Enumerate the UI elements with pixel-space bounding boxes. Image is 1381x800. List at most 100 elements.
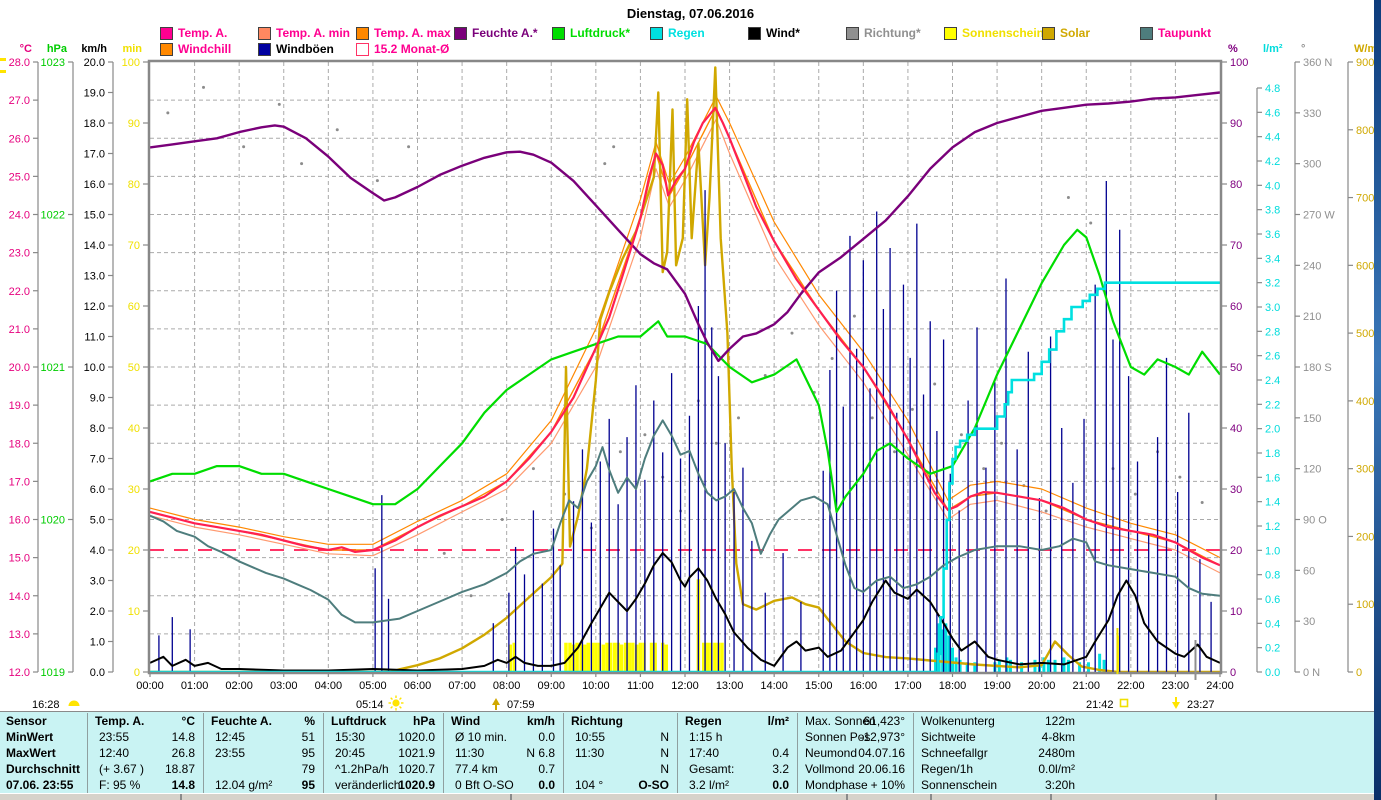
axis-tick-label: 30 [1303,616,1315,628]
axis-tick-label: 11.0 [84,332,105,344]
table-cell-time: veränderlich [335,778,401,792]
series-solar [150,66,1220,674]
axis-tick-label: 90 [128,118,140,130]
legend-color-box [1140,26,1153,40]
x-axis-label: 05:00 [359,680,387,692]
axis-tick-label: 210 [1303,311,1321,323]
legend-color-box [748,26,761,40]
series-wind [149,552,1221,672]
axis-tick-label: 2.0 [90,606,105,618]
axis-tick-label: 100 [122,57,140,69]
legend-item-windchill: Windchill [160,42,231,56]
table-column-unit: l/m² [767,714,789,728]
table-cell-value: 1020.9 [398,778,435,792]
axis-tick-label: 0 [1230,667,1236,679]
sun-marker-time: 23:27 [1187,699,1215,711]
bar-sonnenschein [627,642,632,672]
axis-tick-label: 20 [128,545,140,557]
axis-tick-label: 70 [1230,240,1242,252]
strip-divider [510,794,512,800]
axis-tick-label: 60 [1230,301,1242,313]
table-column-title: Temp. A. [95,714,145,728]
legend-color-box [846,26,859,40]
table-divider [323,713,324,793]
legend-item-regen: Regen [650,26,705,40]
dot-richtung [910,407,914,411]
axis-tick-label: 600 [1356,260,1374,272]
bar-sonnenschein [623,642,628,672]
axis-tick-label: 0.4 [1265,618,1280,630]
axis-watt [1347,61,1353,673]
table-column-title: Regen [685,714,722,728]
x-axis-label: 09:00 [537,680,565,692]
axis-unit-label: km/h [81,43,107,55]
dot-richtung [852,314,856,318]
x-axis-label: 15:00 [805,680,833,692]
axis-tick-label: 12.0 [84,301,105,313]
table-column-title: Wind [451,714,481,728]
axis-tick-label: 80 [128,179,140,191]
bar-regen_rate [1042,657,1046,672]
bar-regen_rate [965,662,969,672]
dot-richtung [1000,441,1004,445]
axis-tick-label: 3.8 [1265,205,1280,217]
moonset-arrow-icon [1172,702,1180,709]
axis-tick-label: 800 [1356,125,1374,137]
axis-tick-label: 10 [128,606,140,618]
legend-label: Taupunkt [1158,26,1212,40]
axis-tick-label: 3.6 [1265,229,1280,241]
axis-tick-label: 14.0 [9,591,30,603]
table-divider [677,713,678,793]
table-cell-time: 12:45 [215,730,246,744]
legend-item-wind-: Wind* [748,26,800,40]
table-row-label: 07.06. 23:55 [6,778,74,792]
x-axis-label: 24:00 [1206,680,1234,692]
x-axis-label: 13:00 [716,680,744,692]
axis-tick-label: 270 W [1303,210,1335,222]
dot-richtung [893,450,897,454]
sun-ray [399,706,402,709]
axis-tick-label: 300 [1356,464,1374,476]
axis-tick-label: 2.2 [1265,399,1280,411]
axis-tick-label: 10.0 [84,362,105,374]
axis-hpa [68,61,74,673]
axis-tick-label: 0 [1356,667,1362,679]
dot-richtung [335,128,339,132]
series-luftdruck [149,228,1221,513]
axis-unit-label: °C [20,43,32,55]
axis-tick-label: 50 [1230,362,1242,374]
axis-tick-label: 360 N [1303,57,1332,69]
strip-divider [1050,794,1052,800]
legend-label: Luftdruck* [570,26,630,40]
dot-richtung [407,145,411,149]
axis-tick-label: 23.0 [9,248,30,260]
table-cell-value: 51 [301,730,315,744]
info-label: Neumond [805,746,858,760]
dot-richtung [277,102,281,106]
bar-regen_rate [1046,659,1050,672]
axis-tick-label: 0 N [1303,667,1320,679]
moonrise-arrow-icon [492,698,500,705]
bar-sonnenschein [579,642,583,672]
table-cell-value: 95 [301,778,315,792]
legend-label: Windböen [276,42,334,56]
info-label: Vollmond [805,762,855,776]
x-axis-label: 11:00 [627,680,654,692]
dot-richtung [1178,475,1182,479]
bar-sonnenschein [638,642,643,672]
info-value: 4-8km [1041,730,1075,744]
x-axis-label: 17:00 [894,680,922,692]
dot-richtung [1044,509,1048,513]
axis-unit-label: ° [1301,43,1305,55]
table-divider [203,713,204,793]
table-cell-time: 23:55 [215,746,246,760]
axis-tick-label: 3.4 [1265,253,1280,265]
info-label: Sichtweite [921,730,976,744]
table-cell-value: N 6.8 [526,746,555,760]
legend-item-solar: Solar [1042,26,1090,40]
table-cell-value: 14.8 [171,730,195,744]
table-column-unit: % [304,714,315,728]
axis-tick-label: 0 [134,667,140,679]
weather-chart: 12.0 13.0 14.0 15.0 16.0 17.0 18.0 19.0 20.0 21.0… [9,43,1381,711]
table-column-title: Luftdruck [331,714,387,728]
